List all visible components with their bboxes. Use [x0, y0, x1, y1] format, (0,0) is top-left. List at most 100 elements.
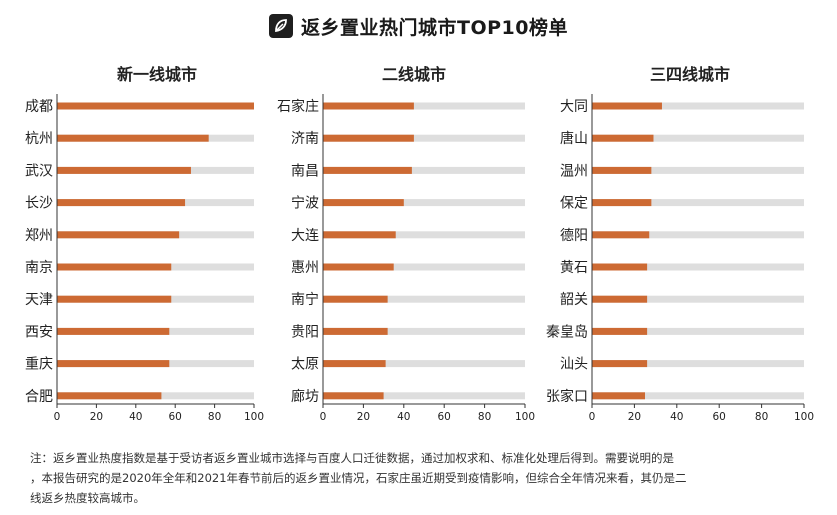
x-tick-label: 100 — [515, 411, 535, 423]
chart-title: 二线城市 — [382, 65, 446, 84]
category-label: 长沙 — [25, 196, 53, 212]
bar — [323, 360, 386, 368]
bar — [323, 295, 388, 303]
bar — [592, 102, 662, 110]
bar-track — [592, 134, 804, 142]
bar-track — [323, 360, 525, 368]
category-label: 南宁 — [291, 291, 319, 308]
category-label: 太原 — [291, 357, 319, 373]
category-label: 唐山 — [560, 130, 588, 147]
bar-track — [592, 263, 804, 271]
footnote-line-3: 线返乡热度较高城市。 — [30, 491, 145, 505]
title-row: 返乡置业热门城市TOP10榜单 — [0, 10, 837, 42]
bar — [323, 231, 396, 239]
bar — [592, 199, 652, 207]
bar — [57, 231, 180, 239]
x-tick-label: 100 — [794, 411, 814, 423]
category-label: 汕头 — [560, 357, 588, 373]
bar-track — [323, 166, 525, 174]
bar — [57, 327, 170, 335]
bar-track — [323, 199, 525, 207]
bar — [57, 199, 186, 207]
x-tick-label: 60 — [169, 411, 182, 423]
bar — [57, 166, 191, 174]
bar-track — [323, 295, 525, 303]
x-tick-label: 20 — [628, 411, 641, 423]
x-tick-label: 60 — [438, 411, 451, 423]
bar-track — [592, 166, 804, 174]
category-label: 黄石 — [560, 259, 588, 276]
bar — [592, 295, 648, 303]
bar-track — [323, 263, 525, 271]
x-tick-label: 40 — [129, 411, 142, 423]
bar — [323, 263, 394, 271]
bar-track — [592, 360, 804, 368]
bar — [323, 199, 404, 207]
bar — [592, 327, 648, 335]
bar-track — [592, 199, 804, 207]
category-label: 天津 — [25, 292, 53, 308]
bar-track — [323, 134, 525, 142]
bar-track — [592, 327, 804, 335]
bar — [592, 360, 648, 368]
bar — [323, 327, 388, 335]
bar — [592, 166, 652, 174]
category-label: 武汉 — [25, 163, 53, 179]
bar — [57, 134, 209, 142]
x-tick-label: 0 — [320, 411, 327, 423]
category-label: 重庆 — [25, 357, 53, 373]
category-label: 西安 — [25, 324, 53, 340]
bar — [592, 231, 650, 239]
x-tick-label: 0 — [589, 411, 596, 423]
category-label: 保定 — [560, 196, 588, 212]
category-label: 宁波 — [291, 195, 319, 212]
x-tick-label: 60 — [713, 411, 726, 423]
category-label: 德阳 — [560, 228, 588, 244]
bar — [323, 134, 414, 142]
category-label: 石家庄 — [277, 98, 319, 115]
x-tick-label: 40 — [397, 411, 410, 423]
category-label: 郑州 — [25, 228, 53, 244]
x-tick-label: 20 — [90, 411, 103, 423]
category-label: 成都 — [25, 99, 53, 115]
x-tick-label: 80 — [478, 411, 491, 423]
bar — [57, 295, 172, 303]
category-label: 南昌 — [291, 163, 319, 179]
brand-logo-icon — [269, 14, 293, 38]
bar — [323, 102, 414, 110]
category-label: 南京 — [25, 260, 53, 276]
bar — [323, 166, 412, 174]
category-label: 杭州 — [25, 131, 53, 147]
x-tick-label: 20 — [357, 411, 370, 423]
bar-track — [592, 102, 804, 110]
page-title: 返乡置业热门城市TOP10榜单 — [301, 16, 568, 39]
bar-track — [323, 327, 525, 335]
bar-track — [323, 392, 525, 400]
category-label: 秦皇岛 — [546, 324, 588, 340]
category-label: 合肥 — [25, 389, 53, 405]
category-label: 贵阳 — [291, 324, 319, 340]
bar-track — [592, 231, 804, 239]
category-label: 廊坊 — [291, 388, 319, 405]
footnote: 注：返乡置业热度指数是基于受访者返乡置业城市选择与百度人口迁徙数据，通过加权求和… — [30, 448, 810, 508]
category-label: 大同 — [560, 99, 588, 115]
category-label: 济南 — [291, 131, 319, 147]
bar-track — [592, 392, 804, 400]
category-label: 惠州 — [291, 260, 319, 276]
x-tick-label: 100 — [244, 411, 264, 423]
category-label: 张家口 — [546, 388, 588, 405]
bar — [57, 102, 254, 110]
bar-track — [323, 231, 525, 239]
x-tick-label: 80 — [755, 411, 768, 423]
bar — [57, 360, 170, 368]
footnote-line-2: ，本报告研究的是2020年全年和2021年春节前后的返乡置业情况，石家庄虽近期受… — [30, 471, 687, 485]
bar-track — [592, 295, 804, 303]
bar — [57, 392, 162, 400]
x-tick-label: 0 — [54, 411, 61, 423]
category-label: 温州 — [560, 163, 588, 179]
category-label: 大连 — [291, 228, 319, 244]
bar — [592, 392, 645, 400]
bar — [57, 263, 172, 271]
bar — [323, 392, 384, 400]
